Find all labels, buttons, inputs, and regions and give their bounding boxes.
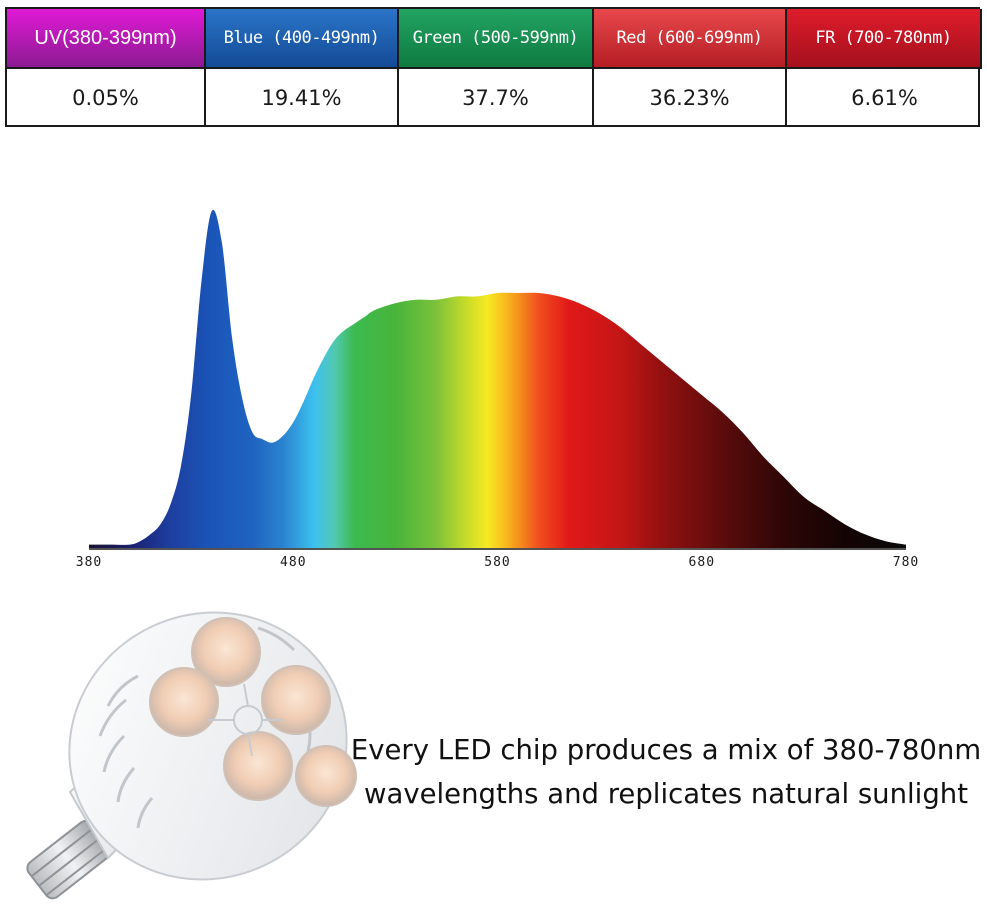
band-header-blue: Blue (400-499nm) [206,9,399,69]
x-tick-label-380: 380 [76,555,102,570]
band-value-uv: 0.05% [7,69,206,127]
x-tick-label-680: 680 [689,555,715,570]
band-value-red: 36.23% [594,69,787,127]
x-tick-label-580: 580 [484,555,510,570]
band-header-red: Red (600-699nm) [594,9,787,69]
x-tick-label-480: 480 [280,555,306,570]
spectrum-area [89,209,906,548]
led-bulb-icon [26,611,357,900]
band-value-green: 37.7% [399,69,594,127]
band-header-green: Green (500-599nm) [399,9,594,69]
caption-line-2: wavelengths and replicates natural sunli… [363,778,968,810]
band-value-blue: 19.41% [206,69,399,127]
band-header-uv: UV(380-399nm) [7,9,206,69]
caption-line-1: Every LED chip produces a mix of 380-780… [350,734,982,766]
band-value-far-red: 6.61% [851,86,918,110]
spectrum-band-table: UV(380-399nm) Blue (400-499nm) Green (50… [5,7,982,127]
spectrum-chart: 380 480 580 680 780 [76,209,919,570]
band-header-far-red: FR (700-780nm) [787,9,982,69]
caption: Every LED chip produces a mix of 380-780… [346,728,986,816]
x-tick-label-780: 780 [893,555,919,570]
x-axis-ticks: 380 480 580 680 780 [76,555,919,570]
